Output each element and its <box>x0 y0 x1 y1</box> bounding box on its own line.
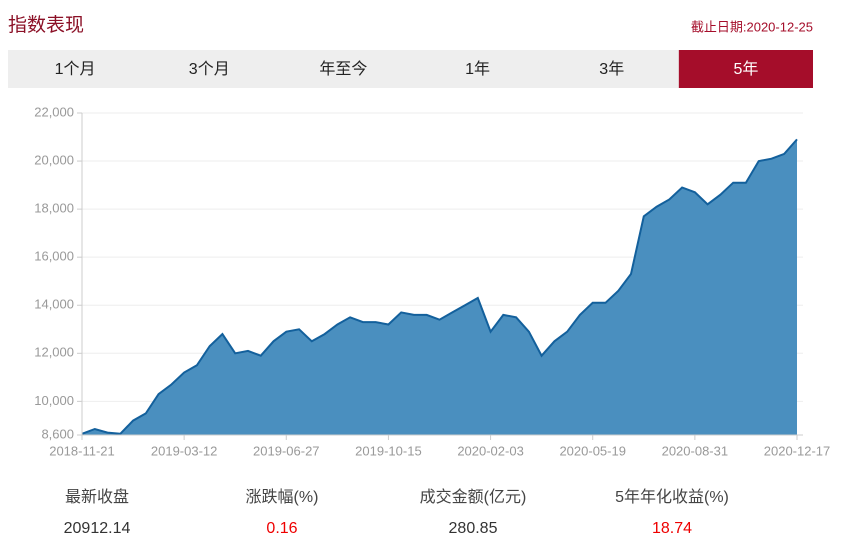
x-tick-label: 2020-05-19 <box>559 443 626 458</box>
y-tick-label: 22,000 <box>34 104 74 119</box>
x-tick-label: 2020-02-03 <box>457 443 524 458</box>
y-tick-label: 10,000 <box>34 393 74 408</box>
title: 指数表现 <box>8 14 84 36</box>
y-tick-label: 14,000 <box>34 297 74 312</box>
x-tick-label: 2019-06-27 <box>253 443 320 458</box>
x-tick-label: 2020-08-31 <box>662 443 729 458</box>
tab-label[interactable]: 3个月 <box>189 60 230 78</box>
stat-value: 280.85 <box>449 520 498 537</box>
tab[interactable] <box>678 50 813 88</box>
x-tick-label: 2018-11-21 <box>49 443 115 458</box>
tab[interactable] <box>142 50 277 88</box>
y-tick-label: 8,600 <box>41 426 74 441</box>
stat-label: 最新收盘 <box>65 487 129 506</box>
y-tick-label: 16,000 <box>34 249 74 264</box>
x-tick-label: 2019-03-12 <box>151 443 218 458</box>
y-tick-label: 20,000 <box>34 152 74 167</box>
stat-label: 5年年化收益(%) <box>615 488 729 506</box>
tab[interactable] <box>410 50 545 88</box>
x-tick-label: 2019-10-15 <box>355 443 422 458</box>
tab[interactable] <box>276 50 411 88</box>
as-of-date: 截止日期:2020-12-25 <box>691 19 813 34</box>
tab[interactable] <box>8 50 143 88</box>
tab-label[interactable]: 1年 <box>465 60 490 78</box>
tab-label[interactable]: 5年 <box>733 60 758 78</box>
tab-label[interactable]: 3年 <box>599 60 624 78</box>
stat-label: 涨跌幅(%) <box>246 488 319 506</box>
tab[interactable] <box>544 50 679 88</box>
y-tick-label: 12,000 <box>34 345 74 360</box>
area <box>82 139 797 435</box>
stat-value: 20912.14 <box>64 520 131 537</box>
tab-label[interactable]: 1个月 <box>55 60 96 78</box>
y-tick-label: 18,000 <box>34 201 74 216</box>
stat-value: 0.16 <box>266 520 297 537</box>
line <box>81 138 798 435</box>
stat-label: 成交金额(亿元) <box>420 488 527 506</box>
x-tick-label: 2020-12-17 <box>764 443 831 458</box>
stat-value: 18.74 <box>652 520 692 537</box>
tab-label[interactable]: 年至今 <box>319 60 367 78</box>
